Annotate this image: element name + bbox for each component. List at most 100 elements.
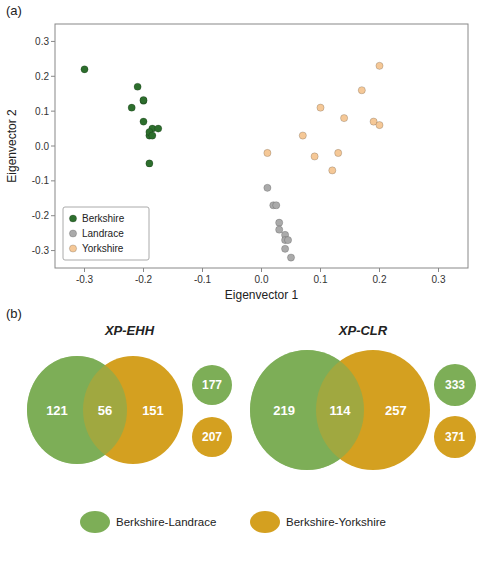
total-label: 333 [445,378,465,392]
x-tick-label: 0.3 [432,274,446,285]
scatter-panel: (a) -0.3 -0.2 -0.1 0.0 0.1 0.2 0.3 -0.3 -0.2 -0.1 0… [5,3,468,302]
x-tick [202,268,203,272]
x-tick-label: 0.0 [255,274,269,285]
region-label: 219 [273,403,295,418]
x-axis-label: Eigenvector 1 [225,288,299,302]
set-circle [434,364,476,406]
set-circle [434,416,476,458]
x-tick-label: 0.1 [314,274,328,285]
legend-label: Berkshire [82,213,125,224]
x-tick [379,268,380,272]
point [273,202,280,209]
y-tick-label: -0.1 [32,175,50,186]
point [317,104,324,111]
legend-label: Landrace [82,228,124,239]
legend-marker [69,215,76,222]
total-label: 177 [202,378,222,392]
legend-marker [80,511,110,533]
legend: Berkshire Landrace Yorkshire [63,207,149,260]
set-overlay [250,350,364,470]
point [140,118,147,125]
point [155,125,162,132]
series [81,66,162,167]
point [149,132,156,139]
legend-label: Berkshire-Landrace [116,516,216,528]
x-tick [143,268,144,272]
plot-frame [55,24,468,268]
point [358,87,365,94]
point [282,245,289,252]
legend-marker [69,245,76,252]
y-tick [51,76,55,77]
x-tick-label: -0.3 [76,274,94,285]
point [311,153,318,160]
y-tick [51,250,55,251]
x-tick-label: 0.2 [373,274,387,285]
region-label: 257 [385,403,407,418]
x-tick-label: -0.2 [135,274,153,285]
point [287,254,294,261]
region-label: 121 [46,403,68,418]
region-label: 114 [330,403,352,418]
y-tick-label: 0.0 [35,141,49,152]
point [299,132,306,139]
point [146,160,153,167]
legend-label: Berkshire-Yorkshire [286,516,386,528]
y-tick-label: 0.2 [35,71,49,82]
point [81,66,88,73]
series [264,184,295,261]
x-tick [261,268,262,272]
point [341,115,348,122]
y-tick [51,215,55,216]
y-tick-label: -0.2 [32,210,50,221]
x-tick-label: -0.1 [194,274,212,285]
total-label: 207 [202,430,222,444]
panel-label: (a) [6,3,22,18]
point [276,226,283,233]
y-tick [51,111,55,112]
set-ellipse [250,350,364,470]
point [140,96,147,103]
series [264,62,383,174]
point [284,237,291,244]
venn-panel: (b) XP-EHH 121 56 151 177 207 XP-CLR 219 114 257 33… [6,306,476,533]
point [376,121,383,128]
y-tick-label: 0.1 [35,106,49,117]
point [264,149,271,156]
set-overlay [27,356,127,464]
set-circle [192,417,232,457]
x-tick [84,268,85,272]
region-label: 151 [142,403,164,418]
legend: Berkshire-Landrace Berkshire-Yorkshire [80,511,386,533]
y-tick [51,41,55,42]
point [335,149,342,156]
figure: (a) -0.3 -0.2 -0.1 0.0 0.1 0.2 0.3 -0.3 -0.2 -0.1 0… [0,0,479,567]
point [376,62,383,69]
legend-marker [250,511,280,533]
venn-title: XP-EHH [104,323,155,338]
venn: XP-EHH 121 56 151 177 207 [27,323,232,464]
x-tick [320,268,321,272]
legend-marker [69,230,76,237]
point [276,219,283,226]
y-tick [51,180,55,181]
legend-label: Yorkshire [82,243,124,254]
y-tick-label: -0.3 [32,245,50,256]
x-tick [438,268,439,272]
point [264,184,271,191]
total-label: 371 [445,430,465,444]
venn: XP-CLR 219 114 257 333 371 [250,323,476,470]
venn-title: XP-CLR [338,323,388,338]
panel-label: (b) [6,306,22,321]
legend-box [63,207,149,260]
point [140,97,147,104]
point [134,83,141,90]
set-circle [192,365,232,405]
y-axis-label: Eigenvector 2 [5,109,19,183]
y-tick-label: 0.3 [35,36,49,47]
point [329,167,336,174]
point [128,104,135,111]
y-tick [51,146,55,147]
set-ellipse [27,356,127,464]
region-label: 56 [98,403,112,418]
